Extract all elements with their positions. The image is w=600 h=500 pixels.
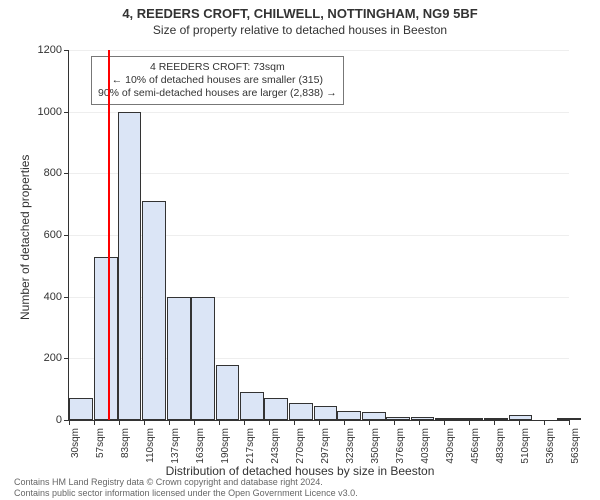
- histogram-bar: [411, 417, 435, 420]
- y-tick-mark: [64, 297, 69, 298]
- x-tick-mark: [444, 420, 445, 425]
- x-tick-mark: [244, 420, 245, 425]
- histogram-bar: [69, 398, 93, 420]
- y-tick-mark: [64, 50, 69, 51]
- x-tick-mark: [394, 420, 395, 425]
- x-tick-label: 57sqm: [95, 428, 106, 468]
- x-tick-label: 403sqm: [420, 428, 431, 468]
- y-tick-mark: [64, 173, 69, 174]
- x-tick-label: 563sqm: [570, 428, 581, 468]
- x-tick-label: 110sqm: [145, 428, 156, 468]
- histogram-bar: [484, 418, 508, 420]
- grid-line: [69, 173, 569, 174]
- x-tick-label: 270sqm: [295, 428, 306, 468]
- x-tick-label: 456sqm: [470, 428, 481, 468]
- x-tick-mark: [119, 420, 120, 425]
- footer-attribution: Contains HM Land Registry data © Crown c…: [14, 477, 590, 498]
- x-tick-mark: [94, 420, 95, 425]
- y-tick-label: 400: [22, 291, 62, 303]
- histogram-bar: [118, 112, 142, 420]
- x-tick-mark: [69, 420, 70, 425]
- histogram-bar: [191, 297, 215, 420]
- annotation-line3: 90% of semi-detached houses are larger (…: [98, 87, 337, 100]
- x-tick-mark: [419, 420, 420, 425]
- annotation-line1: 4 REEDERS CROFT: 73sqm: [98, 61, 337, 74]
- histogram-bar: [386, 417, 410, 420]
- x-tick-mark: [269, 420, 270, 425]
- x-tick-label: 190sqm: [220, 428, 231, 468]
- x-tick-mark: [469, 420, 470, 425]
- x-tick-label: 430sqm: [445, 428, 456, 468]
- histogram-bar: [264, 398, 288, 420]
- x-tick-label: 30sqm: [70, 428, 81, 468]
- x-tick-mark: [544, 420, 545, 425]
- x-tick-label: 163sqm: [195, 428, 206, 468]
- histogram-bar: [167, 297, 191, 420]
- x-tick-label: 350sqm: [370, 428, 381, 468]
- histogram-bar: [289, 403, 313, 420]
- chart-container: 4, REEDERS CROFT, CHILWELL, NOTTINGHAM, …: [0, 0, 600, 500]
- x-tick-mark: [169, 420, 170, 425]
- histogram-bar: [240, 392, 264, 420]
- x-tick-mark: [569, 420, 570, 425]
- x-tick-mark: [319, 420, 320, 425]
- histogram-bar: [459, 418, 483, 420]
- y-tick-label: 600: [22, 229, 62, 241]
- x-tick-mark: [369, 420, 370, 425]
- grid-line: [69, 112, 569, 113]
- x-tick-label: 217sqm: [245, 428, 256, 468]
- histogram-bar: [142, 201, 166, 420]
- x-tick-label: 137sqm: [170, 428, 181, 468]
- histogram-bar: [509, 415, 533, 420]
- x-tick-label: 83sqm: [120, 428, 131, 468]
- chart-title-sub: Size of property relative to detached ho…: [0, 21, 600, 37]
- histogram-bar: [362, 412, 386, 420]
- grid-line: [69, 50, 569, 51]
- y-tick-mark: [64, 358, 69, 359]
- footer-line1: Contains HM Land Registry data © Crown c…: [14, 477, 590, 487]
- histogram-bar: [337, 411, 361, 420]
- x-tick-mark: [294, 420, 295, 425]
- plot-area: 4 REEDERS CROFT: 73sqm ← 10% of detached…: [68, 50, 569, 421]
- x-tick-label: 323sqm: [345, 428, 356, 468]
- annotation-box: 4 REEDERS CROFT: 73sqm ← 10% of detached…: [91, 56, 344, 105]
- x-tick-label: 536sqm: [545, 428, 556, 468]
- histogram-bar: [94, 257, 118, 420]
- x-tick-mark: [219, 420, 220, 425]
- histogram-bar: [216, 365, 240, 421]
- y-tick-label: 0: [22, 414, 62, 426]
- x-tick-label: 483sqm: [495, 428, 506, 468]
- x-tick-label: 376sqm: [395, 428, 406, 468]
- histogram-bar: [314, 406, 338, 420]
- x-tick-mark: [194, 420, 195, 425]
- x-tick-label: 510sqm: [520, 428, 531, 468]
- x-tick-mark: [344, 420, 345, 425]
- y-tick-label: 1000: [22, 106, 62, 118]
- chart-title-main: 4, REEDERS CROFT, CHILWELL, NOTTINGHAM, …: [0, 0, 600, 21]
- annotation-line2: ← 10% of detached houses are smaller (31…: [98, 74, 337, 87]
- y-tick-label: 800: [22, 167, 62, 179]
- x-tick-label: 243sqm: [270, 428, 281, 468]
- histogram-bar: [435, 418, 459, 420]
- x-tick-mark: [519, 420, 520, 425]
- footer-line2: Contains public sector information licen…: [14, 488, 590, 498]
- x-tick-mark: [494, 420, 495, 425]
- y-tick-mark: [64, 112, 69, 113]
- y-tick-mark: [64, 235, 69, 236]
- y-tick-label: 200: [22, 352, 62, 364]
- y-tick-label: 1200: [22, 44, 62, 56]
- x-tick-label: 297sqm: [320, 428, 331, 468]
- property-marker-line: [108, 50, 110, 420]
- x-tick-mark: [144, 420, 145, 425]
